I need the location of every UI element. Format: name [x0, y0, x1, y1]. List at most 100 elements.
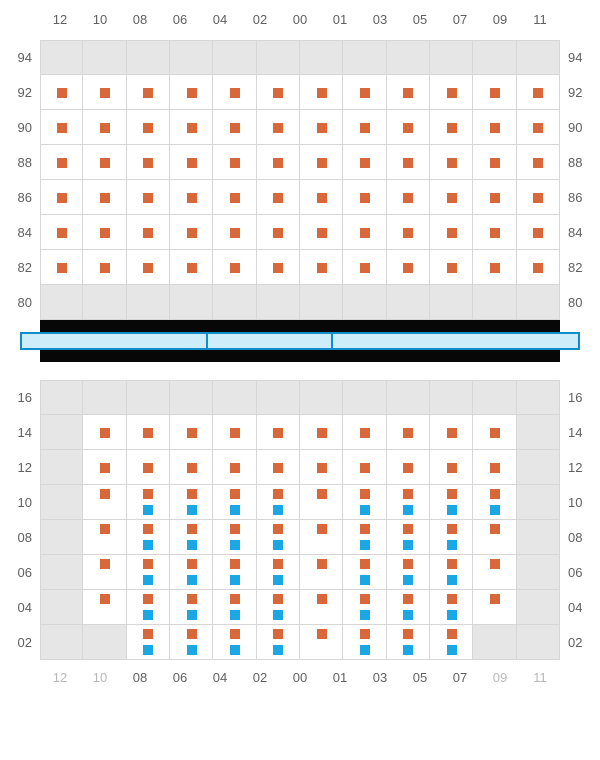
seat-marker: [273, 594, 283, 604]
row-label-left: 12: [8, 460, 32, 475]
seat-marker: [100, 559, 110, 569]
seat-marker: [490, 193, 500, 203]
seat-marker: [403, 428, 413, 438]
row-label-left: 90: [8, 120, 32, 135]
seat-marker: [273, 524, 283, 534]
seat-marker: [403, 540, 413, 550]
row-label-left: 14: [8, 425, 32, 440]
col-label-top: 03: [360, 12, 400, 27]
seat-marker: [490, 158, 500, 168]
seat-marker: [490, 524, 500, 534]
col-label-top: 05: [400, 12, 440, 27]
seat-cell: [127, 380, 170, 415]
seat-marker: [447, 489, 457, 499]
seat-marker: [187, 489, 197, 499]
seat-marker: [447, 594, 457, 604]
seat-cell: [40, 485, 83, 520]
row-label-left: 86: [8, 190, 32, 205]
seat-marker: [273, 228, 283, 238]
seat-marker: [447, 158, 457, 168]
seat-marker: [360, 524, 370, 534]
seat-marker: [230, 489, 240, 499]
seat-marker: [100, 123, 110, 133]
row-label-right: 92: [568, 85, 592, 100]
seat-marker: [230, 193, 240, 203]
col-label-top: 09: [480, 12, 520, 27]
seat-cell: [517, 415, 560, 450]
seat-marker: [360, 88, 370, 98]
stage-divider: [331, 332, 333, 350]
seat-marker: [360, 575, 370, 585]
seat-marker: [230, 88, 240, 98]
seat-cell: [170, 285, 213, 320]
seat-cell: [473, 285, 516, 320]
seat-marker: [447, 575, 457, 585]
seat-cell: [40, 40, 83, 75]
seat-cell: [343, 380, 386, 415]
seat-marker: [187, 575, 197, 585]
seat-marker: [273, 123, 283, 133]
seat-marker: [317, 524, 327, 534]
seat-marker: [273, 193, 283, 203]
seat-cell: [213, 40, 256, 75]
row-label-left: 04: [8, 600, 32, 615]
seat-marker: [273, 645, 283, 655]
seat-marker: [187, 88, 197, 98]
row-label-left: 88: [8, 155, 32, 170]
seat-cell: [517, 285, 560, 320]
seat-marker: [490, 88, 500, 98]
seat-marker: [447, 524, 457, 534]
seat-cell: [343, 285, 386, 320]
row-label-right: 12: [568, 460, 592, 475]
seat-marker: [360, 463, 370, 473]
row-label-right: 02: [568, 635, 592, 650]
seat-marker: [273, 88, 283, 98]
row-label-right: 82: [568, 260, 592, 275]
seat-marker: [447, 263, 457, 273]
seat-marker: [187, 505, 197, 515]
row-label-right: 88: [568, 155, 592, 170]
seat-marker: [143, 428, 153, 438]
seat-marker: [360, 193, 370, 203]
seat-marker: [143, 575, 153, 585]
seat-marker: [447, 428, 457, 438]
seat-marker: [143, 540, 153, 550]
seat-cell: [473, 380, 516, 415]
col-label-top: 11: [520, 12, 560, 27]
seat-cell: [40, 380, 83, 415]
seat-marker: [490, 228, 500, 238]
seat-cell: [170, 380, 213, 415]
col-label-bottom: 06: [160, 670, 200, 685]
row-label-left: 16: [8, 390, 32, 405]
seat-marker: [230, 428, 240, 438]
seat-cell: [40, 285, 83, 320]
seat-marker: [143, 489, 153, 499]
seat-marker: [100, 428, 110, 438]
row-label-left: 80: [8, 295, 32, 310]
seat-marker: [317, 629, 327, 639]
seat-marker: [403, 463, 413, 473]
row-label-left: 02: [8, 635, 32, 650]
seat-cell: [517, 625, 560, 660]
seat-marker: [317, 123, 327, 133]
seat-marker: [57, 193, 67, 203]
seat-cell: [343, 40, 386, 75]
seat-marker: [100, 489, 110, 499]
seat-marker: [360, 158, 370, 168]
seat-cell: [300, 285, 343, 320]
seat-marker: [230, 540, 240, 550]
seat-cell: [40, 415, 83, 450]
col-label-top: 12: [40, 12, 80, 27]
seat-marker: [273, 540, 283, 550]
seat-cell: [517, 380, 560, 415]
seat-marker: [360, 540, 370, 550]
seat-marker: [57, 158, 67, 168]
seat-marker: [360, 428, 370, 438]
seat-marker: [230, 629, 240, 639]
row-label-left: 82: [8, 260, 32, 275]
seat-marker: [403, 123, 413, 133]
row-label-left: 10: [8, 495, 32, 510]
col-label-top: 02: [240, 12, 280, 27]
row-label-right: 06: [568, 565, 592, 580]
seat-marker: [100, 463, 110, 473]
